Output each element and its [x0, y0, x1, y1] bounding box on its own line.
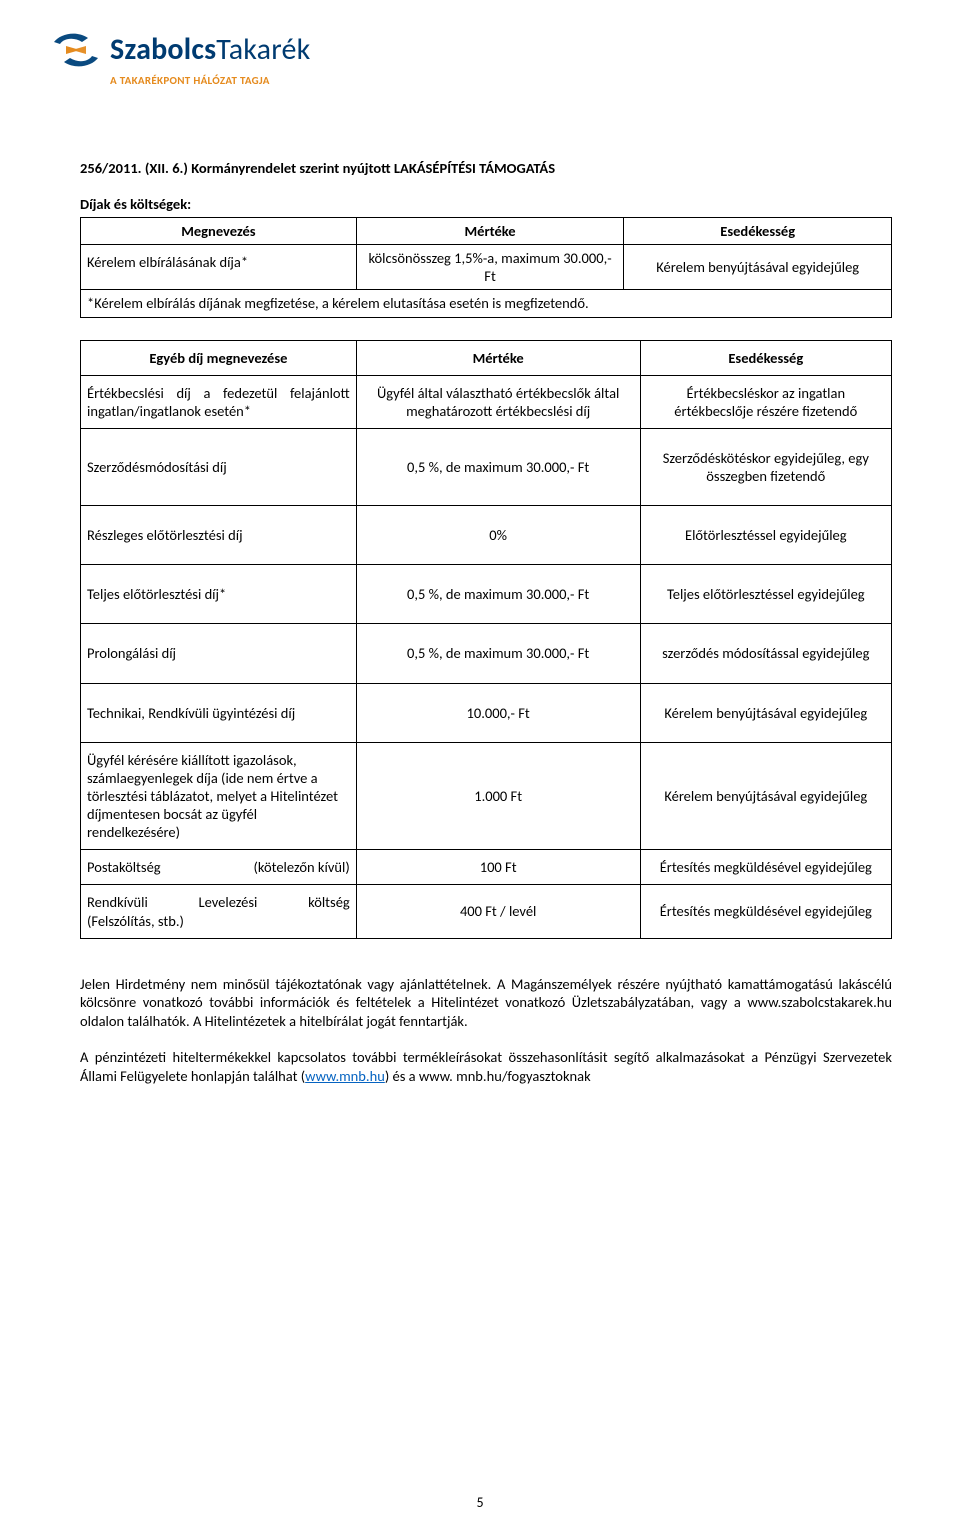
table-row: Szerződésmódosítási díj 0,5 %, de maximu… [81, 428, 892, 505]
paragraph-2: A pénzintézeti hiteltermékekkel kapcsola… [80, 1048, 892, 1085]
table-note: *Kérelem elbírálás díjának megfizetése, … [81, 290, 892, 317]
cell: Technikai, Rendkívüli ügyintézési díj [81, 683, 357, 742]
table-row: Értékbecslési díj a fedezetül felajánlot… [81, 375, 892, 428]
col-header: Esedékesség [624, 218, 892, 245]
cell: Kérelem benyújtásával egyidejűleg [640, 683, 891, 742]
cell: kölcsönösszeg 1,5%-a, maximum 30.000,- F… [356, 245, 624, 290]
cell: Értesítés megküldésével egyidejűleg [640, 885, 891, 938]
table-row: Prolongálási díj 0,5 %, de maximum 30.00… [81, 624, 892, 683]
logo-tagline: A TAKARÉKPONT HÁLÓZAT TAGJA [110, 74, 892, 87]
cell: 0,5 %, de maximum 30.000,- Ft [356, 428, 640, 505]
cell: Ügyfél által választható értékbecslők ál… [356, 375, 640, 428]
cell: 10.000,- Ft [356, 683, 640, 742]
col-header: Egyéb díj megnevezése [81, 340, 357, 375]
cell: Teljes előtörlesztési díj* [81, 565, 357, 624]
logo-wordmark: SzabolcsTakarék [110, 36, 310, 65]
cell: 0,5 %, de maximum 30.000,- Ft [356, 565, 640, 624]
cell: 1.000 Ft [356, 742, 640, 850]
cell: Postaköltség(kötelezőn kívül) [81, 850, 357, 885]
cell: Kérelem elbírálásának díja* [81, 245, 357, 279]
table-row: Rendkívüli Levelezési költség (Felszólít… [81, 885, 892, 938]
cell: Kérelem benyújtásával egyidejűleg [624, 245, 892, 290]
cell: Előtörlesztéssel egyidejűleg [640, 506, 891, 565]
cell: Szerződésmódosítási díj [81, 428, 357, 505]
cell: 0,5 %, de maximum 30.000,- Ft [356, 624, 640, 683]
cell: Részleges előtörlesztési díj [81, 506, 357, 565]
cell: 400 Ft / levél [356, 885, 640, 938]
table-row: *Kérelem elbírálás díjának megfizetése, … [81, 290, 892, 317]
cell: Ügyfél kérésére kiállított igazolások, s… [81, 742, 357, 850]
logo-sub: Takarék [216, 31, 310, 68]
cell: 0% [356, 506, 640, 565]
cell: Értékbecsléskor az ingatlan értékbecslőj… [640, 375, 891, 428]
fees-table-1: Megnevezés Mértéke Esedékesség Kérelem e… [80, 217, 892, 318]
brand-logo: SzabolcsTakarék A TAKARÉKPONT HÁLÓZAT TA… [52, 28, 892, 87]
col-header: Megnevezés [81, 218, 357, 245]
fees-table-2: Egyéb díj megnevezése Mértéke Esedékessé… [80, 340, 892, 939]
text: ) és a www. mnb.hu/fogyasztoknak [385, 1067, 591, 1085]
table-row: Technikai, Rendkívüli ügyintézési díj 10… [81, 683, 892, 742]
logo-main: Szabolcs [110, 31, 216, 68]
section-subtitle: Díjak és költségek: [80, 195, 892, 213]
table-row: Kérelem elbírálásának díja* kölcsönössze… [81, 245, 892, 279]
page-number: 5 [0, 1494, 960, 1511]
cell: Rendkívüli Levelezési költség (Felszólít… [81, 885, 357, 938]
cell: Szerződéskötéskor egyidejűleg, egy össze… [640, 428, 891, 505]
text-link-plain: www.szabolcstakarek.hu [747, 993, 892, 1011]
cell: Prolongálási díj [81, 624, 357, 683]
table-row: Megnevezés Mértéke Esedékesség [81, 218, 892, 245]
cell: Teljes előtörlesztéssel egyidejűleg [640, 565, 891, 624]
table-row: Részleges előtörlesztési díj 0% Előtörle… [81, 506, 892, 565]
logo-mark-icon [52, 28, 100, 72]
page-title: 256/2011. (XII. 6.) Kormányrendelet szer… [80, 159, 892, 177]
cell: Értesítés megküldésével egyidejűleg [640, 850, 891, 885]
table-row: Postaköltség(kötelezőn kívül) 100 Ft Ért… [81, 850, 892, 885]
table-row: Egyéb díj megnevezése Mértéke Esedékessé… [81, 340, 892, 375]
table-row: Ügyfél kérésére kiállított igazolások, s… [81, 742, 892, 850]
col-header: Mértéke [356, 340, 640, 375]
paragraph-1: Jelen Hirdetmény nem minősül tájékoztató… [80, 975, 892, 1031]
cell: szerződés módosítással egyidejűleg [640, 624, 891, 683]
text: oldalon találhatók. A Hitelintézetek a h… [80, 1012, 468, 1030]
cell: Kérelem benyújtásával egyidejűleg [640, 742, 891, 850]
mnb-link[interactable]: www.mnb.hu [305, 1067, 385, 1085]
col-header: Esedékesség [640, 340, 891, 375]
cell: Értékbecslési díj a fedezetül felajánlot… [81, 375, 357, 428]
col-header: Mértéke [356, 218, 624, 245]
table-row: Teljes előtörlesztési díj* 0,5 %, de max… [81, 565, 892, 624]
cell: 100 Ft [356, 850, 640, 885]
